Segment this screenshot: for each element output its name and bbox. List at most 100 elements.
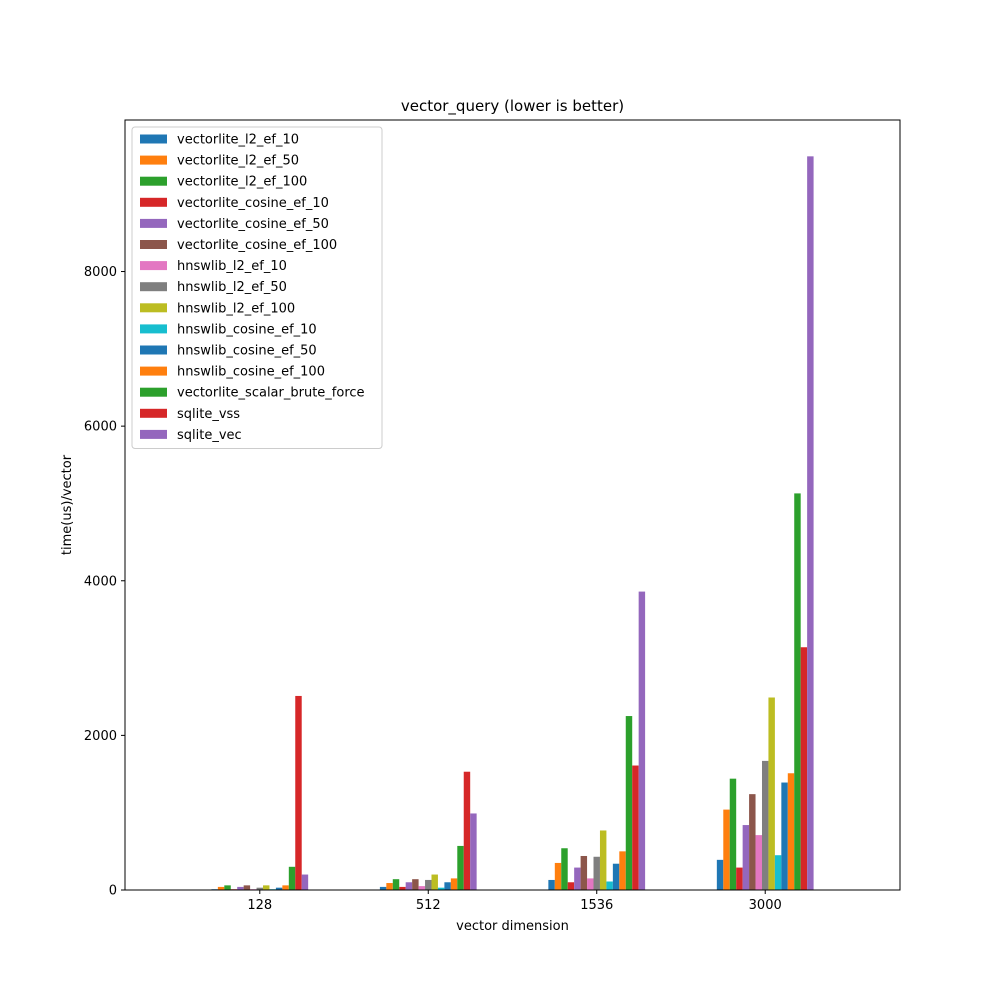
bar-vectorlite_l2_ef_50-1536 xyxy=(554,862,562,890)
bar-hnswlib_cosine_ef_50-1536 xyxy=(612,863,620,890)
bar-hnswlib_l2_ef_50-512 xyxy=(425,879,432,890)
legend-label-sqlite_vec: sqlite_vec xyxy=(177,428,242,443)
legend-label-vectorlite_cosine_ef_10: vectorlite_cosine_ef_10 xyxy=(177,196,329,211)
bar-sqlite_vec-1536 xyxy=(638,591,646,890)
bar-hnswlib_l2_ef_10-1536 xyxy=(587,878,594,890)
bar-hnswlib_cosine_ef_10-512 xyxy=(437,887,445,890)
legend-swatch-vectorlite_scalar_brute_force xyxy=(140,387,167,397)
legend-label-vectorlite_l2_ef_100: vectorlite_l2_ef_100 xyxy=(177,175,307,190)
bar-sqlite_vss-3000 xyxy=(800,647,808,890)
bar-vectorlite_cosine_ef_10-512 xyxy=(399,886,406,890)
bar-sqlite_vec-3000 xyxy=(807,156,814,891)
bar-vectorlite_l2_ef_10-512 xyxy=(379,886,387,890)
y-axis-ticks: 0 2000 4000 6000 8000 xyxy=(84,265,125,899)
legend-swatch-hnswlib_cosine_ef_100 xyxy=(140,366,167,376)
y-axis-label: time(us)/vector xyxy=(60,454,75,555)
bar-vectorlite_l2_ef_100-3000 xyxy=(729,778,737,890)
x-axis-ticks: 128 512 1536 3000 xyxy=(247,890,782,913)
bar-vectorlite_l2_ef_50-3000 xyxy=(723,809,730,890)
x-tick-label: 1536 xyxy=(580,898,613,913)
bar-hnswlib_l2_ef_10-3000 xyxy=(755,835,762,890)
bar-hnswlib_l2_ef_100-1536 xyxy=(599,830,607,890)
bar-vectorlite_scalar_brute_force-3000 xyxy=(794,493,801,890)
x-tick-label: 128 xyxy=(247,898,272,913)
bar-vectorlite_l2_ef_50-512 xyxy=(386,883,393,890)
legend-swatch-vectorlite_l2_ef_50 xyxy=(140,155,167,165)
legend-swatch-hnswlib_cosine_ef_10 xyxy=(140,324,167,334)
bar-hnswlib_l2_ef_100-512 xyxy=(431,874,438,890)
bar-vectorlite_cosine_ef_100-128 xyxy=(243,885,251,890)
y-tick-label: 4000 xyxy=(84,574,117,589)
bar-hnswlib_cosine_ef_10-1536 xyxy=(606,881,613,890)
bar-hnswlib_l2_ef_100-128 xyxy=(263,885,270,890)
bar-vectorlite_cosine_ef_50-512 xyxy=(405,882,413,890)
legend-swatch-vectorlite_cosine_ef_10 xyxy=(140,197,167,207)
legend-swatch-vectorlite_cosine_ef_100 xyxy=(140,240,167,249)
legend-swatch-vectorlite_l2_ef_10 xyxy=(140,134,167,144)
chart-title: vector_query (lower is better) xyxy=(401,97,624,116)
legend-label-vectorlite_scalar_brute_force: vectorlite_scalar_brute_force xyxy=(177,386,365,401)
x-tick-label: 3000 xyxy=(749,898,782,913)
x-axis-label: vector dimension xyxy=(456,919,569,934)
bar-vectorlite_l2_ef_50-128 xyxy=(217,886,225,890)
legend-label-sqlite_vss: sqlite_vss xyxy=(177,407,240,422)
legend-label-hnswlib_cosine_ef_50: hnswlib_cosine_ef_50 xyxy=(177,344,317,359)
bar-hnswlib_cosine_ef_100-128 xyxy=(282,885,289,890)
bar-vectorlite_scalar_brute_force-1536 xyxy=(625,716,633,890)
bar-vectorlite_cosine_ef_100-512 xyxy=(412,879,419,890)
y-tick-label: 6000 xyxy=(84,420,117,435)
bar-sqlite_vss-128 xyxy=(295,695,302,890)
bar-hnswlib_l2_ef_50-1536 xyxy=(593,856,600,890)
legend-label-hnswlib_cosine_ef_100: hnswlib_cosine_ef_100 xyxy=(177,365,325,380)
legend-label-hnswlib_l2_ef_10: hnswlib_l2_ef_10 xyxy=(177,259,287,274)
bar-hnswlib_l2_ef_100-3000 xyxy=(768,697,775,890)
y-tick-label: 8000 xyxy=(84,265,117,280)
legend-frame xyxy=(131,126,383,449)
plot-frame xyxy=(124,119,901,891)
bar-hnswlib_cosine_ef_100-512 xyxy=(450,878,458,890)
legend-swatch-hnswlib_l2_ef_50 xyxy=(140,282,167,292)
legend-label-vectorlite_cosine_ef_50: vectorlite_cosine_ef_50 xyxy=(177,217,329,232)
bar-vectorlite_cosine_ef_50-3000 xyxy=(742,825,750,890)
legend-label-vectorlite_cosine_ef_100: vectorlite_cosine_ef_100 xyxy=(177,238,337,253)
bar-sqlite_vec-512 xyxy=(470,813,477,890)
bar-vectorlite_l2_ef_100-1536 xyxy=(561,848,568,890)
legend-swatch-sqlite_vec xyxy=(140,429,167,439)
bar-vectorlite_l2_ef_10-3000 xyxy=(716,859,724,890)
legend-label-vectorlite_l2_ef_50: vectorlite_l2_ef_50 xyxy=(177,154,299,169)
legend-swatch-vectorlite_cosine_ef_50 xyxy=(140,218,167,228)
bar-vectorlite_cosine_ef_100-1536 xyxy=(580,855,588,890)
bar-vectorlite_cosine_ef_50-128 xyxy=(237,886,244,890)
bar-vectorlite_l2_ef_100-512 xyxy=(392,879,400,890)
bar-hnswlib_l2_ef_50-3000 xyxy=(761,760,769,890)
legend-swatch-hnswlib_cosine_ef_50 xyxy=(140,345,167,355)
legend-label-hnswlib_l2_ef_100: hnswlib_l2_ef_100 xyxy=(177,301,295,316)
legend-swatch-hnswlib_l2_ef_100 xyxy=(140,303,167,313)
bar-hnswlib_cosine_ef_100-1536 xyxy=(619,851,626,890)
bar-vectorlite_cosine_ef_10-1536 xyxy=(567,882,575,890)
legend-swatch-hnswlib_l2_ef_10 xyxy=(140,261,167,271)
bar-vectorlite_cosine_ef_50-1536 xyxy=(574,867,581,890)
bar-hnswlib_cosine_ef_10-3000 xyxy=(774,855,782,890)
bar-hnswlib_cosine_ef_50-128 xyxy=(275,887,283,890)
bar-vectorlite_scalar_brute_force-128 xyxy=(288,866,296,890)
bars-group xyxy=(211,156,814,891)
legend-label-hnswlib_cosine_ef_10: hnswlib_cosine_ef_10 xyxy=(177,322,317,337)
y-tick-label: 2000 xyxy=(84,729,117,744)
legend-swatch-sqlite_vss xyxy=(140,408,167,418)
bar-hnswlib_cosine_ef_50-3000 xyxy=(781,782,788,890)
legend-label-hnswlib_l2_ef_50: hnswlib_l2_ef_50 xyxy=(177,280,287,295)
legend: vectorlite_l2_ef_10 vectorlite_l2_ef_50ve… xyxy=(131,126,383,449)
legend-swatch-vectorlite_l2_ef_100 xyxy=(140,176,167,186)
bar-sqlite_vss-1536 xyxy=(632,765,639,890)
y-tick-label: 0 xyxy=(109,884,117,899)
bar-hnswlib_cosine_ef_50-512 xyxy=(444,882,451,890)
bar-vectorlite_cosine_ef_100-3000 xyxy=(749,794,756,890)
bar-vectorlite_cosine_ef_10-3000 xyxy=(736,867,743,890)
x-tick-label: 512 xyxy=(416,898,441,913)
bar-vectorlite_l2_ef_100-128 xyxy=(224,885,231,890)
legend-label-vectorlite_l2_ef_10: vectorlite_l2_ef_10 xyxy=(177,133,299,148)
bar-sqlite_vec-128 xyxy=(301,874,309,890)
bar-vectorlite_scalar_brute_force-512 xyxy=(457,845,464,890)
